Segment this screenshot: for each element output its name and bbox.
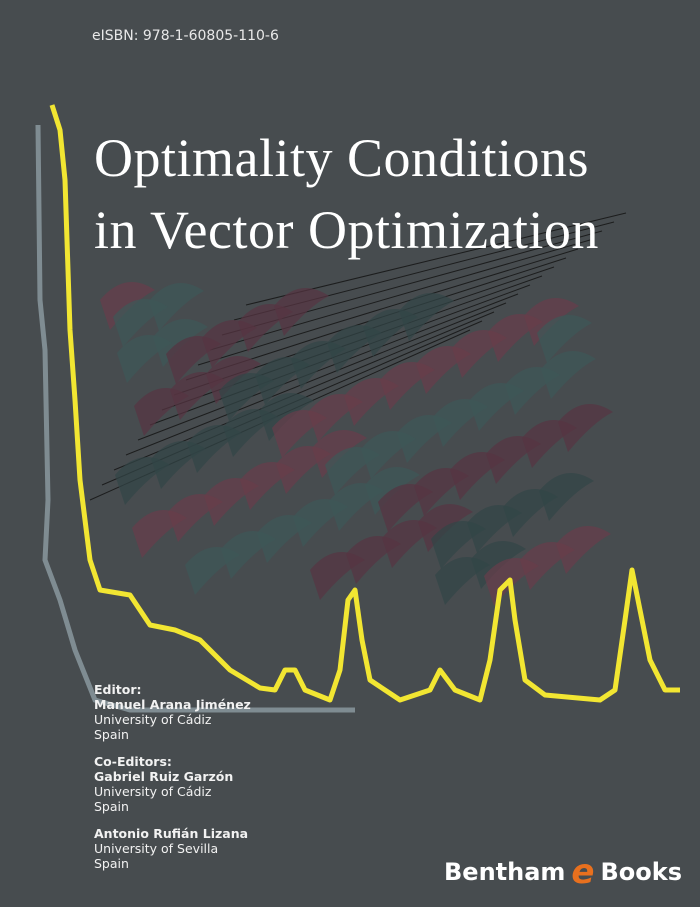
field-swirl — [293, 499, 348, 547]
field-swirl — [433, 399, 488, 447]
book-title: Optimality Conditions in Vector Optimiza… — [94, 122, 599, 266]
field-swirl — [132, 510, 187, 558]
editor-heading: Editor: — [94, 682, 142, 697]
field-swirl — [505, 367, 560, 415]
field-swirl — [134, 388, 189, 436]
field-swirl — [346, 536, 401, 584]
field-swirl — [257, 515, 312, 563]
field-swirl — [414, 468, 469, 516]
field-swirl — [204, 478, 259, 526]
field-swirl — [115, 457, 170, 505]
field-swirl — [380, 362, 435, 410]
coeditor-block: Co-Editors: Gabriel Ruiz Garzón Universi… — [94, 754, 251, 814]
field-line — [209, 239, 591, 351]
field-swirl — [556, 526, 611, 574]
title-line-1: Optimality Conditions — [94, 128, 590, 188]
field-swirl — [310, 552, 365, 600]
field-swirl — [431, 521, 486, 569]
field-swirl — [185, 547, 240, 595]
field-swirl — [221, 531, 276, 579]
logo-e-mark: e — [571, 852, 595, 892]
field-swirl — [276, 446, 331, 494]
logo-text-books: Books — [600, 858, 682, 886]
field-swirl — [255, 357, 310, 405]
coeditors-heading: Co-Editors: — [94, 754, 172, 769]
field-swirl — [149, 283, 204, 331]
field-swirl — [291, 341, 346, 389]
title-line-2: in Vector Optimization — [94, 200, 599, 260]
field-swirl — [344, 378, 399, 426]
field-swirl — [166, 336, 221, 384]
field-swirl — [541, 351, 596, 399]
field-swirl — [113, 299, 168, 347]
coeditor-affiliation: University of Cádiz — [94, 784, 212, 799]
field-swirl — [539, 473, 594, 521]
field-swirl — [325, 447, 380, 495]
editor-block: Editor: Manuel Arana Jiménez University … — [94, 682, 251, 742]
coeditor-country: Spain — [94, 799, 129, 814]
field-swirl — [397, 415, 452, 463]
isbn: eISBN: 978-1-60805-110-6 — [92, 28, 279, 44]
field-swirl — [361, 431, 416, 479]
field-swirl — [558, 404, 613, 452]
field-swirl — [382, 520, 437, 568]
field-swirl — [168, 494, 223, 542]
field-swirl — [537, 315, 592, 363]
field-swirl — [450, 452, 505, 500]
field-swirl — [503, 489, 558, 537]
field-swirl — [327, 325, 382, 373]
field-swirl — [399, 293, 454, 341]
editor-name: Manuel Arana Jiménez — [94, 697, 251, 712]
credits: Editor: Manuel Arana Jiménez University … — [94, 682, 251, 883]
field-line — [137, 293, 519, 441]
field-swirl — [151, 441, 206, 489]
field-swirl — [117, 335, 172, 383]
field-swirl — [272, 410, 327, 458]
field-line — [125, 302, 507, 456]
field-swirl — [378, 484, 433, 532]
publisher-logo: Bentham e Books — [444, 852, 682, 892]
field-swirl — [522, 420, 577, 468]
field-swirl — [469, 383, 524, 431]
field-swirl — [363, 309, 418, 357]
coeditor-name: Antonio Rufián Lizana — [94, 826, 249, 841]
field-swirl — [329, 483, 384, 531]
coeditor-block: Antonio Rufián Lizana University of Sevi… — [94, 826, 251, 871]
field-swirl — [170, 372, 225, 420]
field-swirl — [223, 409, 278, 457]
field-swirl — [308, 394, 363, 442]
field-line — [197, 248, 579, 366]
field-swirl — [520, 542, 575, 590]
field-swirl — [467, 505, 522, 553]
field-swirl — [435, 557, 490, 605]
logo-text-bentham: Bentham — [444, 858, 566, 886]
coeditor-affiliation: University of Sevilla — [94, 841, 219, 856]
vector-field-illustration — [89, 212, 627, 606]
yellow-curve — [49, 104, 680, 703]
field-swirl — [240, 462, 295, 510]
field-swirl — [486, 436, 541, 484]
field-swirl — [238, 304, 293, 352]
field-swirl — [416, 346, 471, 394]
editor-affiliation: University of Cádiz — [94, 712, 212, 727]
gray-curve — [35, 124, 355, 713]
field-swirl — [274, 288, 329, 336]
coeditor-name: Gabriel Ruiz Garzón — [94, 769, 234, 784]
field-swirl — [202, 320, 257, 368]
field-swirl — [452, 330, 507, 378]
field-swirl — [219, 373, 274, 421]
field-swirl — [187, 425, 242, 473]
coeditor-country: Spain — [94, 856, 129, 871]
field-swirl — [488, 314, 543, 362]
editor-country: Spain — [94, 727, 129, 742]
